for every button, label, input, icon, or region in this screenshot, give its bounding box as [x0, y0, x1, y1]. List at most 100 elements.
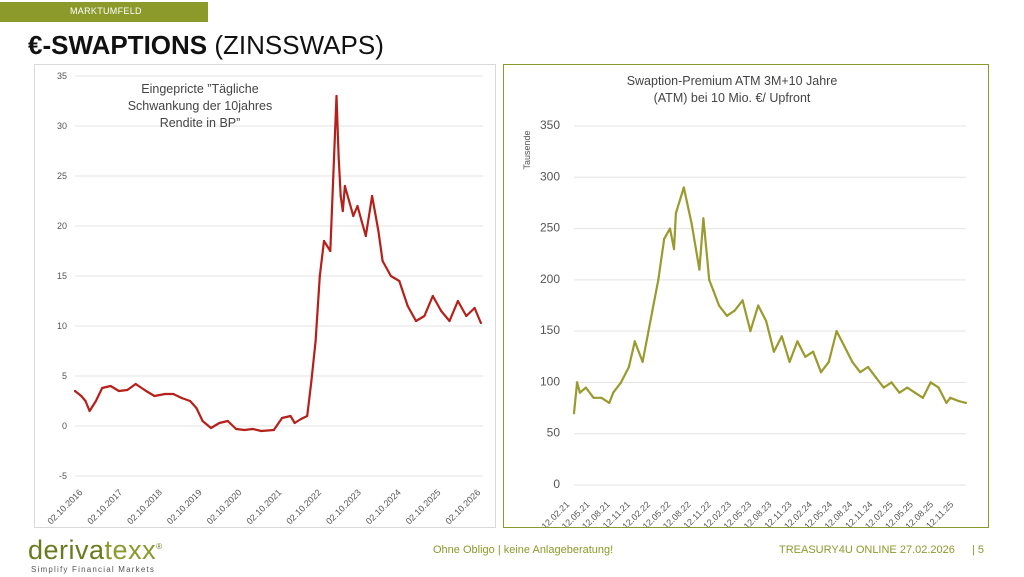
y-tick-label: 250: [540, 221, 560, 235]
data-point: [600, 396, 603, 399]
data-point: [657, 278, 660, 281]
data-point: [641, 360, 644, 363]
data-point: [945, 401, 948, 404]
data-point: [163, 392, 167, 396]
data-point: [698, 268, 701, 271]
data-point: [117, 389, 120, 393]
data-point: [633, 340, 636, 343]
data-point: [835, 330, 838, 333]
y-tick-label: 35: [57, 71, 67, 81]
y-axis-label: Tausende: [522, 130, 532, 169]
data-point: [322, 239, 326, 243]
chart-title-line: Swaption-Premium ATM 3M+10 Jahre: [627, 74, 838, 88]
data-point: [843, 345, 846, 348]
x-tick-label: 02.10.2025: [404, 487, 443, 526]
y-tick-label: 5: [62, 371, 67, 381]
data-point: [101, 386, 104, 390]
chart-title-line: (ATM) bei 10 Mio. €/ Upfront: [654, 91, 811, 105]
data-point: [712, 289, 715, 292]
chart-title-line: Schwankung der 10jahres: [128, 99, 273, 113]
page-title-rest: (ZINSSWAPS): [214, 30, 384, 60]
y-tick-label: 150: [540, 323, 560, 337]
data-point: [906, 386, 909, 389]
y-tick-label: 25: [57, 171, 67, 181]
data-point: [226, 419, 229, 423]
data-point: [772, 350, 775, 353]
data-point: [414, 319, 418, 323]
data-point: [913, 391, 917, 394]
data-point: [874, 376, 877, 379]
x-tick-label: 02.10.2024: [364, 487, 403, 526]
data-point: [479, 321, 482, 325]
data-point: [733, 309, 736, 312]
data-point: [314, 339, 317, 343]
data-point: [964, 401, 968, 404]
data-point: [189, 399, 192, 403]
data-point: [235, 427, 238, 431]
data-point: [890, 381, 893, 384]
data-point: [780, 335, 783, 338]
data-point: [627, 365, 630, 369]
data-point: [882, 386, 885, 389]
data-point: [84, 399, 87, 403]
y-tick-label: 30: [57, 121, 67, 131]
data-point: [145, 389, 148, 393]
data-point: [473, 306, 476, 310]
data-point: [180, 396, 183, 400]
data-point: [592, 396, 595, 399]
data-point: [272, 428, 275, 432]
data-point: [341, 209, 344, 213]
data-point: [423, 314, 426, 318]
data-point: [937, 386, 940, 389]
data-point: [788, 360, 791, 363]
data-point: [339, 194, 342, 198]
event-text: TREASURY4U ONLINE 27.02.2026: [779, 544, 955, 556]
y-tick-label: 100: [540, 374, 560, 388]
data-point: [364, 234, 367, 238]
data-point: [318, 274, 321, 278]
data-point: [80, 394, 83, 398]
data-point: [584, 386, 587, 389]
data-point: [804, 355, 807, 358]
x-tick-label: 02.10.2018: [125, 487, 164, 526]
data-point: [741, 299, 744, 302]
series-line: [74, 94, 482, 433]
data-point: [929, 381, 932, 384]
data-point: [337, 154, 340, 158]
data-point: [381, 259, 384, 263]
chart-title-line: Eingepricte ”Tägliche: [141, 82, 258, 96]
data-point: [201, 419, 204, 423]
data-point: [377, 229, 380, 233]
y-tick-label: -5: [59, 471, 67, 481]
y-tick-label: 50: [547, 426, 561, 440]
logo-part1: deriva: [28, 535, 105, 565]
data-point: [431, 294, 434, 298]
page-title-bold: €-SWAPTIONS: [28, 30, 208, 60]
data-point: [389, 274, 392, 278]
data-point: [172, 392, 175, 396]
data-point: [134, 382, 137, 386]
data-point: [647, 330, 650, 333]
data-point: [674, 212, 677, 215]
data-point: [672, 248, 676, 251]
data-point: [440, 309, 443, 313]
data-point: [757, 304, 760, 307]
data-point: [109, 384, 112, 388]
data-point: [398, 279, 401, 283]
y-tick-label: 10: [57, 321, 67, 331]
data-point: [851, 360, 854, 363]
data-point: [827, 360, 830, 363]
data-point: [329, 249, 332, 253]
data-point: [859, 371, 862, 374]
right-chart-panel: 350 300 250 200 150 100 50 0 12.02.21 12.05.21 12.…: [503, 64, 989, 531]
data-point: [898, 391, 901, 394]
data-point: [88, 409, 91, 413]
right-chart: 35030025020015010050012.02.2112.05.2112.…: [522, 74, 968, 531]
data-point: [260, 429, 263, 433]
data-point: [765, 319, 768, 322]
data-point: [749, 330, 752, 333]
data-point: [612, 391, 615, 394]
data-point: [306, 414, 309, 418]
x-tick-label: 02.10.2023: [324, 487, 363, 526]
